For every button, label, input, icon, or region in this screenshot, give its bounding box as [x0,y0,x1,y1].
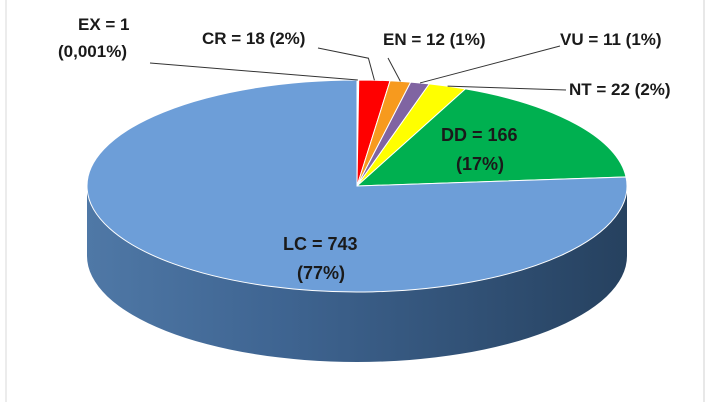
leader-lines [149,45,567,91]
leader-line-vu [419,45,561,84]
label-dd-percent: (17%) [456,154,504,174]
label-ex-percent: (0,001%) [58,42,127,61]
leader-line-en [387,57,401,82]
label-nt: NT = 22 (2%) [569,80,671,99]
pie-side [87,186,627,362]
label-vu: VU = 11 (1%) [560,30,662,49]
leader-line-nt [447,85,567,91]
label-lc: LC = 743 [283,234,358,254]
pie-side-wall [87,186,627,362]
label-dd: DD = 166 [441,125,518,145]
label-ex: EX = 1 [78,15,130,34]
label-cr: CR = 18 (2%) [202,29,305,48]
leader-line-ex [149,62,358,81]
label-lc-percent: (77%) [297,263,345,283]
pie-slice-lc [86,79,628,293]
leader-line-cr [317,47,375,81]
pie-top [86,79,628,293]
label-en: EN = 12 (1%) [383,30,486,49]
pie-slice-dd [355,88,627,187]
